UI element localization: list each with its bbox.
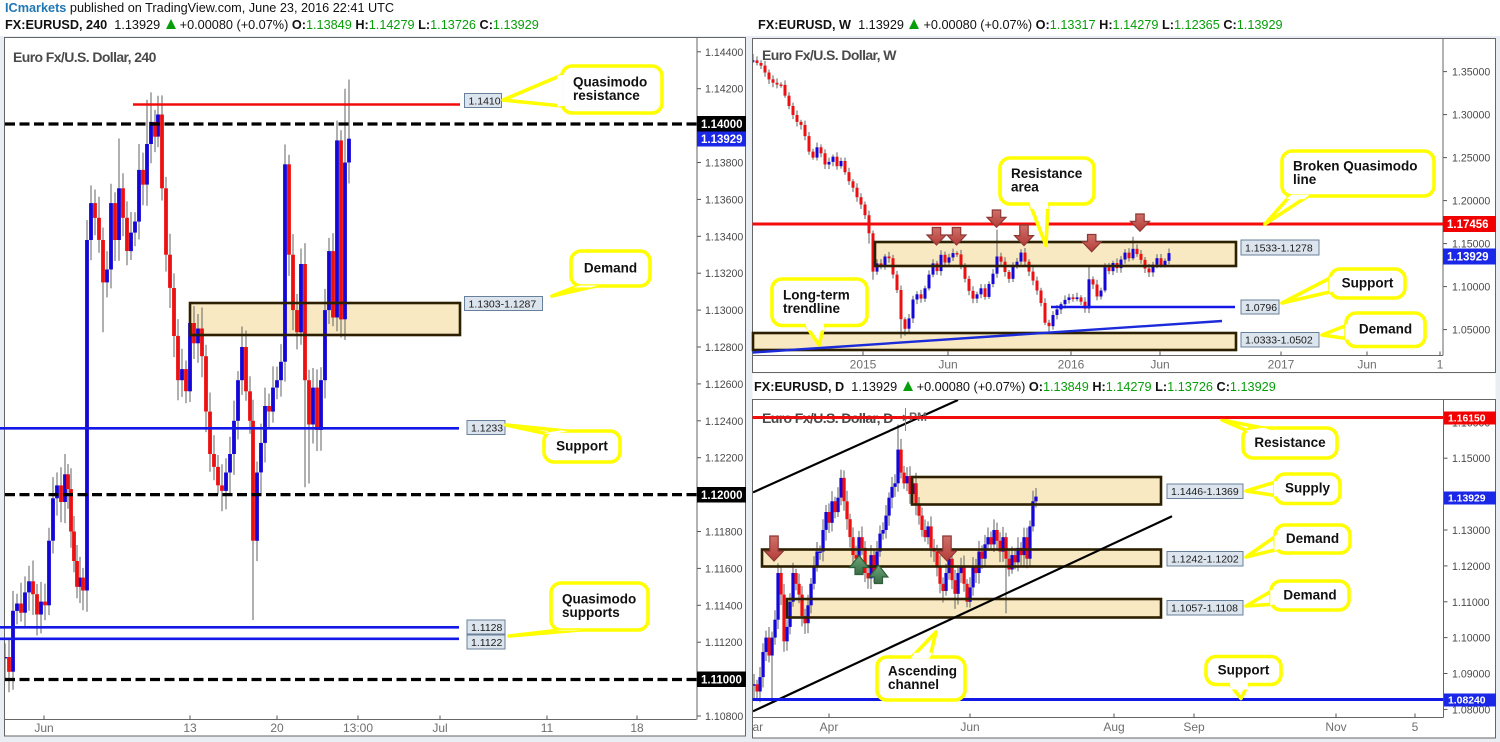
svg-text:13:00: 13:00	[343, 721, 373, 735]
svg-text:2017: 2017	[1268, 358, 1295, 372]
svg-text:1.10000: 1.10000	[1452, 282, 1490, 294]
svg-text:1.1410: 1.1410	[469, 95, 501, 107]
svg-text:1.13929: 1.13929	[1448, 494, 1486, 505]
svg-text:1.25000: 1.25000	[1452, 153, 1490, 165]
svg-text:Jul: Jul	[432, 721, 447, 735]
svg-text:Support: Support	[556, 438, 608, 453]
svg-text:Jun: Jun	[1150, 358, 1169, 372]
svg-text:1.11200: 1.11200	[705, 637, 743, 649]
svg-text:Resistance: Resistance	[1011, 166, 1083, 181]
svg-text:supports: supports	[562, 605, 620, 620]
svg-text:1.1533-1.1278: 1.1533-1.1278	[1245, 242, 1313, 254]
svg-text:1.30000: 1.30000	[1452, 110, 1490, 122]
svg-text:1.14200: 1.14200	[705, 84, 743, 96]
svg-text:1.1242-1.1202: 1.1242-1.1202	[1171, 554, 1239, 566]
svg-text:1.13400: 1.13400	[705, 231, 743, 243]
svg-text:Demand: Demand	[1359, 322, 1412, 337]
svg-text:Demand: Demand	[1283, 587, 1336, 602]
svg-text:1.15000: 1.15000	[1452, 239, 1490, 251]
svg-text:Quasimodo: Quasimodo	[573, 75, 647, 90]
svg-text:1.1233: 1.1233	[471, 422, 503, 434]
svg-text:1.1303-1.1287: 1.1303-1.1287	[469, 298, 537, 310]
svg-text:1.08240: 1.08240	[1448, 696, 1486, 707]
svg-text:1.15000: 1.15000	[1452, 453, 1490, 465]
svg-text:1.1122: 1.1122	[471, 637, 502, 649]
svg-text:Resistance: Resistance	[1254, 435, 1326, 450]
svg-text:20: 20	[270, 721, 284, 735]
svg-text:1.1446-1.1369: 1.1446-1.1369	[1171, 486, 1239, 498]
svg-text:1.12200: 1.12200	[705, 453, 743, 465]
svg-text:1.17456: 1.17456	[1447, 219, 1489, 231]
svg-text:Support: Support	[1218, 662, 1270, 677]
svg-text:Demand: Demand	[1286, 531, 1339, 546]
svg-text:channel: channel	[888, 677, 939, 692]
svg-text:Jun: Jun	[34, 721, 53, 735]
svg-text:5: 5	[1412, 720, 1419, 734]
svg-text:1.11600: 1.11600	[705, 563, 743, 575]
svg-text:13: 13	[183, 721, 197, 735]
svg-text:Long-term: Long-term	[783, 287, 850, 302]
svg-text:1.08000: 1.08000	[1452, 704, 1490, 716]
svg-text:1.12000: 1.12000	[701, 490, 743, 502]
svg-text:1.13000: 1.13000	[705, 305, 743, 317]
svg-text:1.11000: 1.11000	[1452, 597, 1490, 609]
svg-text:1.12800: 1.12800	[705, 342, 743, 354]
svg-text:Support: Support	[1342, 275, 1394, 290]
svg-text:ar: ar	[753, 720, 764, 734]
svg-text:1.10000: 1.10000	[1452, 633, 1490, 645]
svg-text:Euro Fx/U.S. Dollar, 240: Euro Fx/U.S. Dollar, 240	[13, 49, 157, 65]
svg-text:1.0333-1.0502: 1.0333-1.0502	[1245, 335, 1313, 347]
svg-text:Supply: Supply	[1285, 481, 1330, 496]
svg-text:2016: 2016	[1058, 358, 1085, 372]
svg-text:line: line	[1293, 172, 1317, 187]
svg-text:1.13200: 1.13200	[705, 268, 743, 280]
svg-text:1.12600: 1.12600	[705, 379, 743, 391]
svg-text:18: 18	[630, 721, 644, 735]
svg-text:resistance: resistance	[573, 88, 640, 103]
svg-text:Apr: Apr	[820, 720, 839, 734]
svg-text:1: 1	[1437, 358, 1444, 372]
svg-text:Jun: Jun	[938, 358, 957, 372]
svg-text:1.11000: 1.11000	[701, 674, 742, 686]
svg-text:area: area	[1011, 180, 1039, 195]
svg-text:trendline: trendline	[783, 301, 840, 316]
svg-text:Jun: Jun	[960, 720, 979, 734]
svg-text:1.1128: 1.1128	[471, 622, 502, 634]
svg-text:Quasimodo: Quasimodo	[562, 592, 636, 607]
svg-text:1.14000: 1.14000	[701, 119, 743, 131]
svg-text:1.12000: 1.12000	[1452, 561, 1490, 573]
svg-text:Sep: Sep	[1183, 720, 1205, 734]
svg-text:1.16150: 1.16150	[1448, 414, 1486, 425]
svg-text:1.11400: 1.11400	[705, 600, 743, 612]
svg-text:1.10800: 1.10800	[705, 711, 743, 723]
svg-text:1.14400: 1.14400	[705, 47, 743, 59]
svg-text:1.0796: 1.0796	[1245, 302, 1277, 314]
svg-text:1.13000: 1.13000	[1452, 525, 1490, 537]
svg-text:Ascending: Ascending	[888, 664, 957, 679]
svg-text:1.13929: 1.13929	[701, 134, 743, 146]
svg-text:1.13800: 1.13800	[705, 158, 743, 170]
svg-text:1.1057-1.1108: 1.1057-1.1108	[1171, 603, 1238, 615]
svg-text:Demand: Demand	[584, 260, 637, 275]
svg-text:Nov: Nov	[1325, 720, 1346, 734]
svg-text:Jun: Jun	[1357, 358, 1376, 372]
svg-text:1.11800: 1.11800	[705, 527, 743, 539]
svg-text:1.05000: 1.05000	[1452, 325, 1490, 337]
svg-text:2015: 2015	[850, 358, 877, 372]
svg-text:Broken Quasimodo: Broken Quasimodo	[1293, 159, 1418, 174]
svg-text:1.12400: 1.12400	[705, 416, 743, 428]
svg-text:11: 11	[541, 721, 554, 735]
svg-text:1.35000: 1.35000	[1452, 67, 1490, 79]
svg-text:1.09000: 1.09000	[1452, 669, 1490, 681]
svg-text:1.20000: 1.20000	[1452, 196, 1490, 208]
svg-text:1.13929: 1.13929	[1447, 252, 1489, 264]
svg-text:Euro Fx/U.S. Dollar, W: Euro Fx/U.S. Dollar, W	[762, 47, 897, 63]
svg-text:1.13600: 1.13600	[705, 194, 743, 206]
svg-text:Aug: Aug	[1103, 720, 1124, 734]
